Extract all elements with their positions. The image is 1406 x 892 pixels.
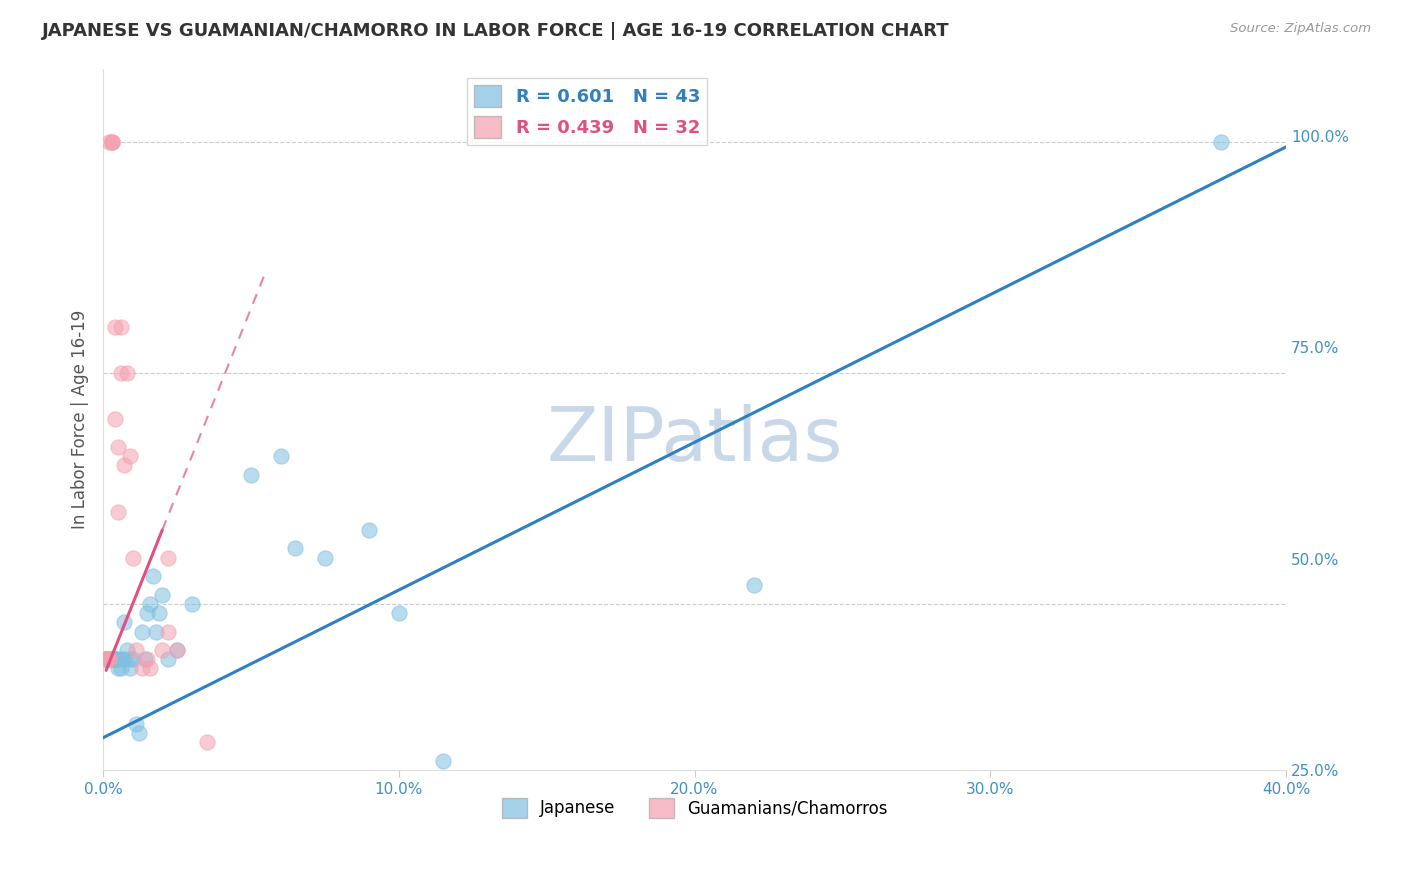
Point — [110, 652, 132, 666]
Point — [139, 597, 162, 611]
Point — [107, 661, 129, 675]
Point — [112, 615, 135, 630]
Point — [104, 412, 127, 426]
Point — [94, 652, 117, 666]
Point — [139, 661, 162, 675]
Legend: Japanese, Guamanians/Chamorros: Japanese, Guamanians/Chamorros — [495, 791, 894, 825]
Point — [142, 569, 165, 583]
Point — [107, 504, 129, 518]
Point — [432, 754, 454, 768]
Point — [145, 624, 167, 639]
Point — [98, 652, 121, 666]
Point — [1209, 136, 1232, 150]
Point — [118, 652, 141, 666]
Point — [157, 652, 180, 666]
Point — [110, 366, 132, 380]
Point — [98, 652, 121, 666]
Point — [148, 606, 170, 620]
Point — [110, 661, 132, 675]
Point — [124, 643, 146, 657]
Point — [107, 652, 129, 666]
Point — [94, 652, 117, 666]
Text: ZIPatlas: ZIPatlas — [547, 404, 842, 477]
Point — [121, 550, 143, 565]
Point — [131, 624, 153, 639]
Point — [104, 652, 127, 666]
Y-axis label: In Labor Force | Age 16-19: In Labor Force | Age 16-19 — [72, 310, 89, 529]
Point — [609, 781, 631, 796]
Point — [166, 643, 188, 657]
Point — [110, 320, 132, 334]
Point — [136, 652, 159, 666]
Point — [121, 652, 143, 666]
Point — [136, 606, 159, 620]
Point — [166, 643, 188, 657]
Point — [388, 606, 411, 620]
Point — [128, 726, 150, 740]
Point — [104, 320, 127, 334]
Point — [359, 523, 381, 537]
Point — [118, 661, 141, 675]
Point — [101, 136, 124, 150]
Point — [101, 652, 124, 666]
Point — [124, 716, 146, 731]
Point — [94, 652, 117, 666]
Point — [98, 652, 121, 666]
Point — [104, 652, 127, 666]
Point — [180, 597, 202, 611]
Point — [240, 467, 263, 482]
Point — [94, 652, 117, 666]
Point — [115, 643, 138, 657]
Point — [150, 588, 173, 602]
Point — [270, 449, 292, 463]
Point — [157, 550, 180, 565]
Point — [104, 652, 127, 666]
Point — [94, 652, 117, 666]
Point — [98, 136, 121, 150]
Point — [98, 652, 121, 666]
Point — [118, 449, 141, 463]
Point — [157, 624, 180, 639]
Point — [101, 136, 124, 150]
Point — [112, 458, 135, 473]
Point — [134, 652, 156, 666]
Point — [101, 136, 124, 150]
Point — [112, 652, 135, 666]
Point — [150, 643, 173, 657]
Text: Source: ZipAtlas.com: Source: ZipAtlas.com — [1230, 22, 1371, 36]
Point — [94, 652, 117, 666]
Point — [107, 440, 129, 454]
Point — [195, 735, 218, 749]
Point — [742, 578, 765, 592]
Point — [101, 652, 124, 666]
Point — [284, 541, 307, 556]
Point — [314, 550, 336, 565]
Point — [131, 661, 153, 675]
Point — [115, 366, 138, 380]
Text: JAPANESE VS GUAMANIAN/CHAMORRO IN LABOR FORCE | AGE 16-19 CORRELATION CHART: JAPANESE VS GUAMANIAN/CHAMORRO IN LABOR … — [42, 22, 950, 40]
Point — [520, 772, 543, 787]
